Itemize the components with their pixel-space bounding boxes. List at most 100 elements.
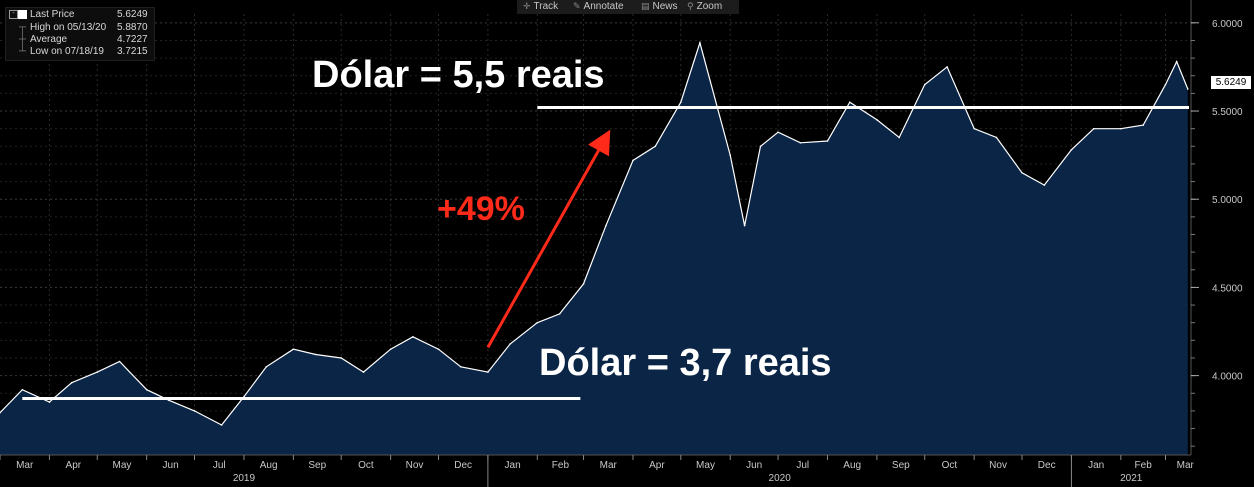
series-point xyxy=(699,41,701,44)
x-tick-label: Jul xyxy=(796,460,809,471)
collapse-icon[interactable]: - xyxy=(9,10,18,19)
series-point xyxy=(743,224,746,227)
x-axis-panel xyxy=(0,455,1191,487)
annotation-change: +49% xyxy=(437,190,525,228)
series-swatch xyxy=(18,10,27,19)
x-tick-label: May xyxy=(113,460,132,471)
legend-low: ┴ Low on 07/18/19 3.7215 xyxy=(19,46,148,57)
x-tick-label: Oct xyxy=(942,460,958,471)
chart-toolbar: ✛ Track ✎ Annotate ▤ News ⚲ Zoom xyxy=(517,0,739,14)
series-point xyxy=(995,136,998,139)
series-point xyxy=(536,321,539,324)
annotate-icon: ✎ xyxy=(573,1,581,11)
news-icon: ▤ xyxy=(641,1,650,11)
series-point xyxy=(21,388,24,391)
series-point xyxy=(946,66,948,68)
x-tick-label: Jan xyxy=(505,460,521,471)
last-price-tag: 5.6249 xyxy=(1211,76,1251,89)
series-point xyxy=(292,348,295,350)
series-point xyxy=(679,101,682,103)
series-point xyxy=(96,371,99,373)
series-point xyxy=(314,353,317,356)
legend-high: ┬ High on 05/13/20 5.8870 xyxy=(19,22,148,33)
x-tick-label: Dec xyxy=(454,460,472,471)
series-point xyxy=(265,366,268,368)
series-point xyxy=(70,381,73,384)
x-tick-label: Nov xyxy=(989,460,1007,471)
x-tick-label: Feb xyxy=(1135,460,1153,471)
y-tick-label: 5.0000 xyxy=(1212,195,1243,206)
series-point xyxy=(849,101,851,103)
zoom-button[interactable]: ⚲ Zoom xyxy=(687,1,723,12)
series-point xyxy=(1120,127,1122,130)
news-button[interactable]: ▤ News xyxy=(641,1,678,12)
tree-branch-icon: ┴ xyxy=(19,46,27,57)
x-tick-label: Sep xyxy=(308,460,326,471)
y-tick-label: 6.0000 xyxy=(1212,19,1243,30)
x-tick-label: Feb xyxy=(552,460,570,471)
series-point xyxy=(1043,184,1046,186)
change-arrow-line xyxy=(486,129,611,349)
legend-last-price: - Last Price 5.6249 xyxy=(6,9,154,21)
series-point xyxy=(654,145,657,148)
x-tick-label: Mar xyxy=(16,460,34,471)
tree-branch-icon: ┼ xyxy=(19,34,27,45)
x-tick-label: Apr xyxy=(649,460,665,471)
series-point xyxy=(340,357,342,359)
x-tick-label: Jun xyxy=(163,460,179,471)
track-button[interactable]: ✛ Track xyxy=(523,1,559,12)
y-axis-panel xyxy=(1191,0,1254,487)
series-point xyxy=(193,410,196,412)
series-point xyxy=(220,424,223,426)
series-point xyxy=(898,136,901,139)
series-point xyxy=(412,336,414,338)
series-point xyxy=(1142,124,1144,126)
series-point xyxy=(509,343,512,345)
series-point xyxy=(1092,127,1095,130)
chart-area-series xyxy=(0,40,1189,456)
x-tick-label: Jun xyxy=(746,460,762,471)
x-tick-label: Jan xyxy=(1088,460,1104,471)
x-tick-label: Mar xyxy=(1177,460,1195,471)
chart-legend: - Last Price 5.6249 ┬ High on 05/13/20 5… xyxy=(5,7,155,61)
series-point xyxy=(826,140,829,142)
crosshair-icon: ✛ xyxy=(523,1,531,11)
series-point xyxy=(558,313,561,315)
series-point xyxy=(973,127,975,130)
legend-average: ┼ Average 4.7227 xyxy=(19,34,148,45)
x-tick-label: Apr xyxy=(66,460,82,471)
tree-branch-icon: ┬ xyxy=(19,22,27,33)
x-tick-label: Aug xyxy=(260,460,278,471)
x-tick-label: Dec xyxy=(1038,460,1056,471)
annotate-button[interactable]: ✎ Annotate xyxy=(573,1,624,12)
year-label: 2020 xyxy=(769,473,792,484)
series-point xyxy=(632,159,634,162)
series-point xyxy=(389,348,392,350)
annotation-lower: Dólar = 3,7 reais xyxy=(539,342,832,384)
series-point xyxy=(362,371,365,373)
series-point xyxy=(1175,60,1178,63)
x-tick-label: Aug xyxy=(843,460,861,471)
series-point xyxy=(605,224,607,227)
series-point xyxy=(1187,88,1189,90)
series-point xyxy=(0,411,1,414)
x-tick-label: Mar xyxy=(600,460,618,471)
y-tick-label: 4.0000 xyxy=(1212,372,1243,383)
year-label: 2019 xyxy=(233,473,256,484)
x-tick-label: Jul xyxy=(213,460,226,471)
change-arrow xyxy=(486,129,611,349)
series-point xyxy=(1021,171,1023,174)
series-point xyxy=(1164,83,1167,86)
series-point xyxy=(759,145,762,148)
series-point xyxy=(729,154,732,156)
x-tick-label: Oct xyxy=(358,460,374,471)
series-point xyxy=(777,131,779,133)
series-point xyxy=(118,360,121,363)
year-label: 2021 xyxy=(1120,473,1143,484)
series-point xyxy=(145,388,148,391)
x-tick-label: Nov xyxy=(406,460,424,471)
series-point xyxy=(1070,149,1073,151)
series-point xyxy=(48,401,51,403)
y-tick-label: 5.5000 xyxy=(1212,107,1243,118)
